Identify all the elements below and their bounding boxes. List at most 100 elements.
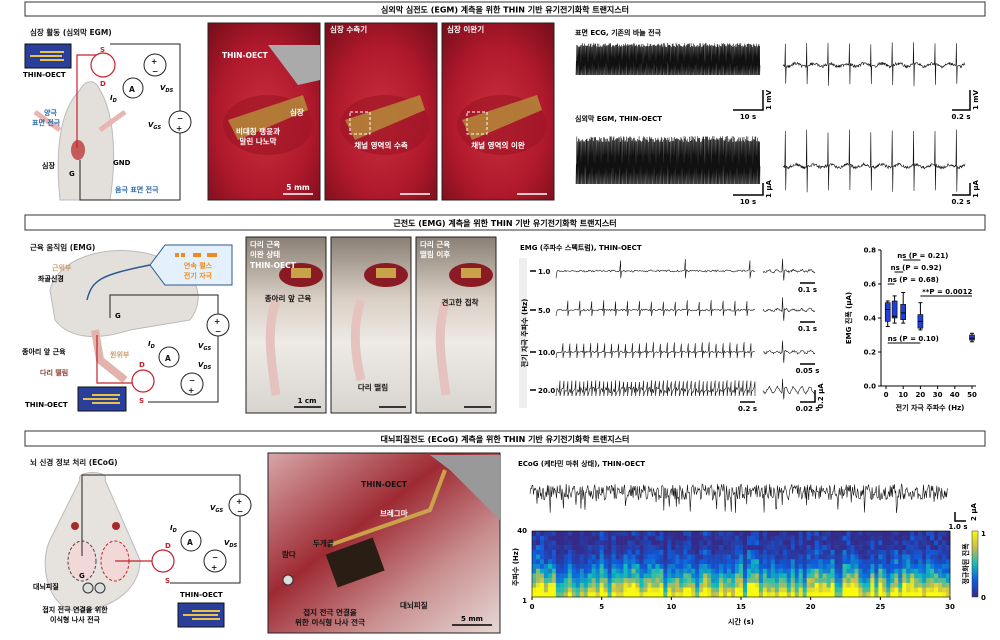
- spectrogram-cell: [906, 559, 911, 565]
- emg-trace: [555, 300, 756, 317]
- spectrogram-cell: [870, 531, 875, 537]
- spectrogram-cell: [571, 568, 577, 574]
- spectrogram-cell: [914, 568, 919, 574]
- spectrogram-cell: [838, 535, 843, 541]
- spectrogram-cell: [846, 549, 851, 555]
- spectrogram-cell: [902, 564, 907, 570]
- spectrogram-cell: [818, 578, 823, 584]
- spectrogram-cell: [591, 531, 596, 537]
- spectrogram-cell: [910, 545, 915, 551]
- spectrogram-cell: [595, 535, 600, 541]
- spectrogram-cell: [766, 535, 772, 541]
- spectrogram-cell: [742, 559, 748, 565]
- spectrogram-cell: [894, 535, 899, 541]
- schematic-heading: 심장 활동 (심외막 EGM): [30, 27, 112, 37]
- spectrogram-cell: [723, 554, 728, 560]
- spectrogram-cell: [770, 582, 776, 588]
- spectrogram-cell: [826, 531, 831, 537]
- spectrogram-cell: [882, 545, 887, 551]
- spectrogram-cell: [742, 535, 748, 541]
- spectrogram-cell: [926, 587, 931, 593]
- spectrogram-cell: [854, 545, 859, 551]
- spectrogram-cell: [910, 578, 915, 584]
- spectrogram-cell: [750, 535, 756, 541]
- spectrogram-cell: [687, 573, 692, 579]
- spectrogram-cell: [846, 564, 851, 570]
- spectrogram-cell: [830, 578, 835, 584]
- spectrogram-cell: [623, 564, 628, 570]
- spectrogram-cell: [822, 531, 827, 537]
- spectrogram-cell: [739, 564, 744, 570]
- spectrogram-cell: [539, 535, 545, 541]
- distal-label: 원위부: [110, 350, 130, 359]
- spectrogram-cell: [711, 592, 716, 598]
- spectrogram-cell: [563, 540, 569, 546]
- spectrogram-cell: [802, 587, 807, 593]
- spectrogram-cell: [818, 573, 823, 579]
- vds-label: VDS: [198, 361, 212, 371]
- spectrogram-cell: [627, 540, 632, 546]
- spectrogram-cell: [559, 535, 565, 541]
- spectrogram-cell: [543, 568, 549, 574]
- spectrogram-cell: [834, 568, 839, 574]
- spectrogram-cell: [671, 549, 676, 555]
- spectrogram-cell: [886, 554, 891, 560]
- spectrogram-cell: [691, 592, 696, 598]
- spectrogram-cell: [699, 578, 704, 584]
- spectrogram-cell: [655, 573, 660, 579]
- spectrogram-cell: [699, 554, 704, 560]
- spectrogram-cell: [862, 592, 867, 598]
- spectrogram-cell: [599, 535, 604, 541]
- spectrogram-cell: [906, 592, 911, 598]
- spectrogram-cell: [766, 545, 772, 551]
- spectrogram-cell: [699, 549, 704, 555]
- spectrogram-cell: [739, 568, 744, 574]
- spectrogram-cell: [870, 554, 875, 560]
- spectrogram-cell: [786, 578, 792, 584]
- spectrogram-cell: [922, 554, 927, 560]
- spectrogram-cell: [906, 549, 911, 555]
- spectrogram-cell: [914, 540, 919, 546]
- spectrogram-cell: [794, 554, 800, 560]
- spectrogram-cell: [591, 582, 596, 588]
- spectrogram-cell: [631, 540, 636, 546]
- heart-icon: [71, 140, 85, 160]
- spectrogram-cell: [532, 573, 537, 579]
- spectrogram-cell: [750, 545, 756, 551]
- spectrogram-cell: [571, 587, 577, 593]
- plus-sign: +: [211, 563, 217, 572]
- spectrogram-cell: [583, 592, 589, 598]
- spectrogram-cell: [619, 549, 624, 555]
- scale-time-label: 0.2 s: [738, 405, 757, 413]
- spectrogram-cell: [707, 578, 712, 584]
- significance-label: ns (P = 0.68): [888, 276, 939, 284]
- spectrogram-cell: [806, 573, 811, 579]
- spectrogram-cell: [830, 559, 835, 565]
- spectrogram-cell: [754, 568, 760, 574]
- spectrogram-cell: [798, 549, 803, 555]
- spectrogram-cell: [611, 573, 616, 579]
- spectrogram-cell: [882, 559, 887, 565]
- spectrogram-cell: [643, 573, 648, 579]
- spectrogram-cell: [687, 535, 692, 541]
- spectrogram-cell: [579, 554, 585, 560]
- spectrogram-cell: [619, 531, 624, 537]
- spectrogram-cell: [663, 582, 668, 588]
- spectrogram-cell: [782, 568, 788, 574]
- spectrogram-cell: [766, 587, 772, 593]
- spectrogram-cell: [719, 554, 724, 560]
- spectrogram-cell: [651, 578, 656, 584]
- spectrogram-cell: [651, 564, 656, 570]
- spectrogram-cell: [651, 587, 656, 593]
- photo-label: 대뇌피질: [400, 600, 428, 610]
- spectrogram-cell: [635, 535, 640, 541]
- spectrogram-cell: [563, 578, 569, 584]
- spectrogram-cell: [858, 549, 863, 555]
- emg-box-plot: EMG 진폭 (μA) 전기 자극 주파수 (Hz) 0.00.20.40.60…: [844, 247, 977, 413]
- spectrogram-cell: [942, 531, 947, 537]
- spectrogram-cell: [731, 545, 736, 551]
- spectrogram-cell: [532, 549, 537, 555]
- plus-sign: +: [236, 497, 242, 506]
- spectrogram-cell: [563, 559, 569, 565]
- spectrogram-cell: [683, 535, 688, 541]
